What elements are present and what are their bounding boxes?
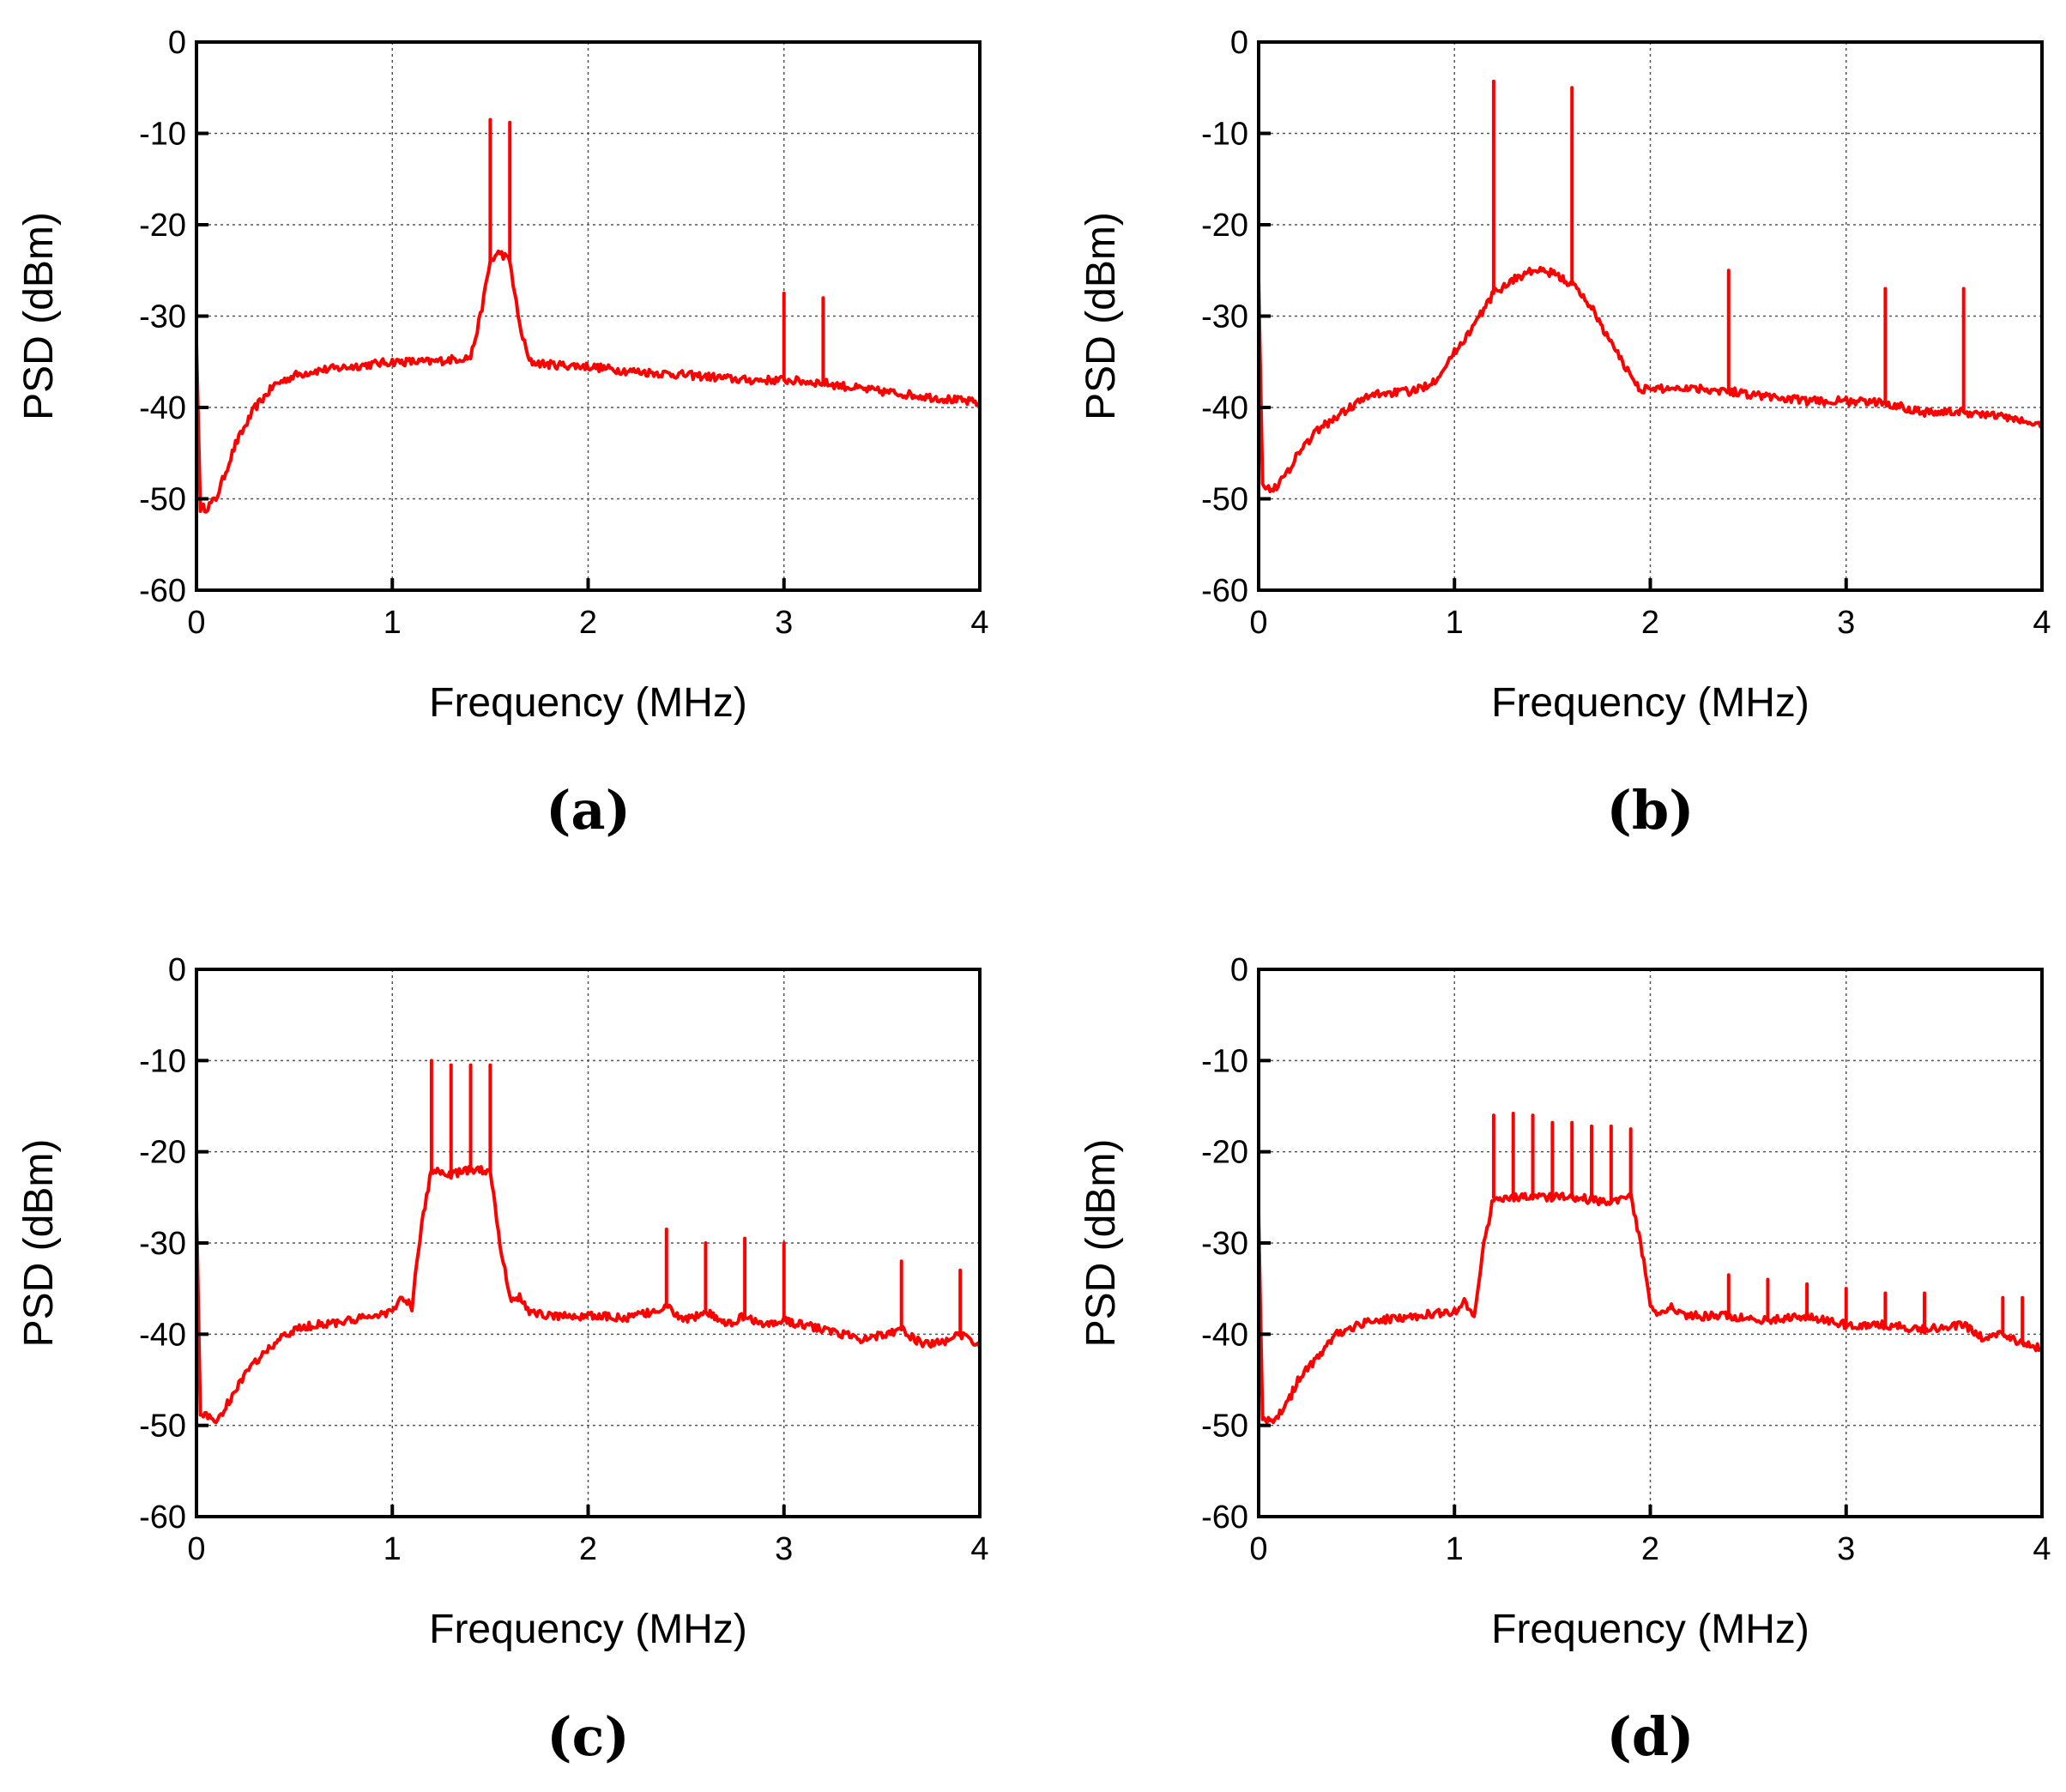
panel-label: (a) [546, 779, 631, 842]
y-tick-label: -50 [139, 1409, 186, 1445]
y-tick-label: -60 [139, 1499, 186, 1536]
y-tick-label: 0 [168, 952, 186, 988]
y-tick-label: -20 [1201, 208, 1248, 244]
panel-label: (d) [1606, 1705, 1694, 1768]
chart-panel-c: 0 1 2 3 4 0 -10 -20 -30 -40 -50 -60 Frequency (MHz) P… [16, 952, 989, 1768]
chart-panel-b: 0 1 2 3 4 0 -10 -20 -30 -40 -50 -60 Frequency (MHz) P… [1078, 25, 2051, 842]
x-tick-label: 4 [2033, 605, 2051, 641]
x-tick-label: 0 [187, 1531, 205, 1567]
y-tick-label: -60 [139, 573, 186, 609]
x-tick-label: 0 [1249, 605, 1267, 641]
y-axis-label: PSD (dBm) [16, 212, 62, 420]
y-tick-label: -40 [139, 1317, 186, 1353]
y-tick-label: -10 [139, 117, 186, 153]
x-axis-label: Frequency (MHz) [1491, 1607, 1809, 1652]
y-tick-label: -30 [1201, 299, 1248, 335]
y-axis-label: PSD (dBm) [1078, 1139, 1124, 1348]
y-axis-label: PSD (dBm) [1078, 212, 1124, 420]
psd-trace [195, 1165, 982, 1425]
x-tick-label: 0 [187, 605, 205, 641]
y-tick-label: 0 [1230, 25, 1248, 61]
y-tick-label: -50 [1201, 1409, 1248, 1445]
y-tick-label: -10 [139, 1043, 186, 1079]
x-tick-label: 3 [1837, 605, 1855, 641]
y-tick-label: -50 [139, 482, 186, 518]
y-tick-label: 0 [1230, 952, 1248, 988]
y-axis-label: PSD (dBm) [16, 1139, 62, 1348]
x-tick-label: 1 [1446, 1531, 1464, 1567]
y-tick-label: -40 [1201, 1317, 1248, 1353]
x-tick-label: 3 [775, 1531, 793, 1567]
panel-label: (b) [1606, 779, 1694, 842]
x-tick-label: 0 [1249, 1531, 1267, 1567]
x-tick-label: 3 [775, 605, 793, 641]
y-tick-label: -40 [139, 390, 186, 426]
y-tick-label: -30 [139, 299, 186, 335]
x-tick-label: 3 [1837, 1531, 1855, 1567]
y-tick-label: -60 [1201, 1499, 1248, 1536]
x-tick-label: 1 [384, 605, 402, 641]
y-tick-label: -10 [1201, 1043, 1248, 1079]
y-tick-label: -20 [139, 1135, 186, 1171]
x-tick-label: 4 [970, 605, 988, 641]
y-tick-label: -20 [139, 208, 186, 244]
x-axis-label: Frequency (MHz) [429, 1607, 747, 1652]
y-tick-label: 0 [168, 25, 186, 61]
y-tick-label: -40 [1201, 390, 1248, 426]
x-tick-label: 1 [384, 1531, 402, 1567]
x-tick-label: 4 [970, 1531, 988, 1567]
chart-panel-d: 0 1 2 3 4 0 -10 -20 -30 -40 -50 -60 Frequency (MHz) P… [1078, 952, 2051, 1768]
y-tick-label: -60 [1201, 573, 1248, 609]
x-axis-label: Frequency (MHz) [429, 680, 747, 726]
psd-trace [195, 249, 982, 514]
x-tick-label: 2 [579, 605, 597, 641]
x-tick-label: 4 [2033, 1531, 2051, 1567]
y-tick-label: -30 [139, 1226, 186, 1262]
x-tick-label: 2 [579, 1531, 597, 1567]
x-axis-label: Frequency (MHz) [1491, 680, 1809, 726]
y-tick-label: -10 [1201, 117, 1248, 153]
x-tick-label: 2 [1641, 1531, 1659, 1567]
y-tick-label: -50 [1201, 482, 1248, 518]
x-tick-label: 1 [1446, 605, 1464, 641]
psd-trace [1257, 1192, 2044, 1425]
x-tick-label: 2 [1641, 605, 1659, 641]
y-tick-label: -20 [1201, 1135, 1248, 1171]
y-tick-label: -30 [1201, 1226, 1248, 1262]
chart-panel-a: 0 1 2 3 4 0 -10 -20 -30 -40 -50 -60 Frequency (MHz) P… [16, 25, 989, 842]
psd-trace [1257, 265, 2044, 493]
panel-label: (c) [547, 1705, 629, 1768]
